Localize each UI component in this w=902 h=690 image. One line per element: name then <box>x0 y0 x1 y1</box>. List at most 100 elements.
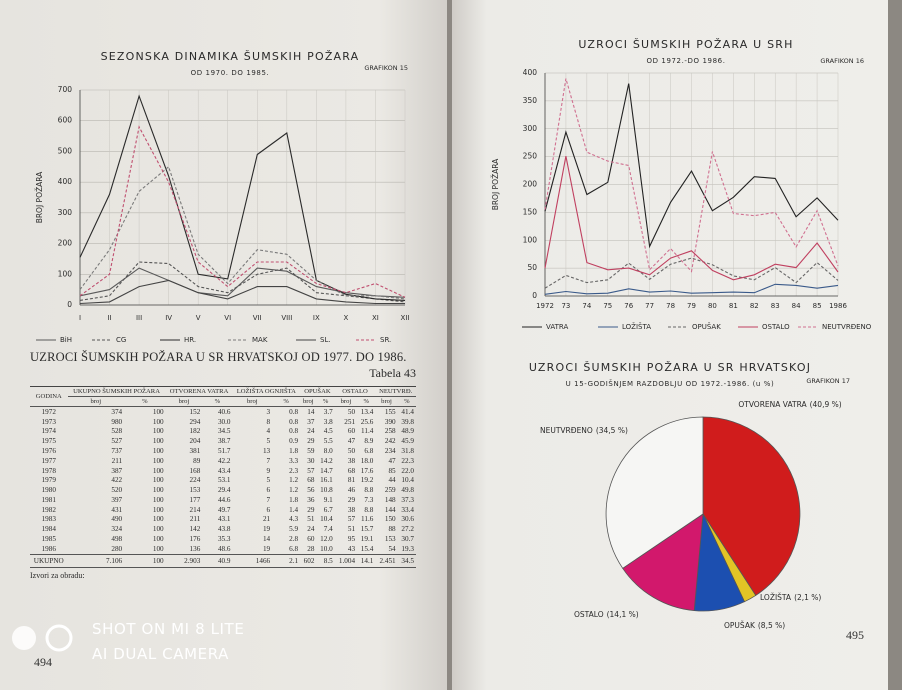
table-cell: 1977 <box>41 456 56 465</box>
series-line <box>79 267 406 298</box>
table-cell: 6.8 <box>289 544 299 553</box>
table-cell: 43.4 <box>217 466 231 475</box>
y-tick-label: 600 <box>58 116 73 125</box>
table-cell: 6 <box>266 505 271 514</box>
table-cell: 8.8 <box>364 505 374 514</box>
table-cell: 182 <box>189 427 201 436</box>
x-tick-label: I <box>79 314 81 322</box>
column-header: OSTALO <box>334 386 376 397</box>
table-cell: 100 <box>152 476 164 485</box>
table-cell: 10.4 <box>320 515 333 524</box>
x-tick-label: 78 <box>666 302 675 310</box>
table-cell: 35.3 <box>217 535 231 544</box>
table-cell: 40.6 <box>217 407 231 416</box>
table-cell: 6 <box>266 486 271 495</box>
table-cell: 1981 <box>41 495 56 504</box>
table-cell: 242 <box>384 437 396 446</box>
y-tick-label: 300 <box>58 208 73 217</box>
table-cell: 150 <box>384 515 396 524</box>
chart-subtitle: OD 1972.-DO 1986. <box>646 57 725 65</box>
table-cell: 19.1 <box>360 535 374 544</box>
table-cell: 1.2 <box>289 486 299 495</box>
table-cell: 7.3 <box>364 495 374 504</box>
x-tick-label: VIII <box>281 314 292 322</box>
table-cell: 47 <box>388 456 396 465</box>
table-cell: 57 <box>347 515 356 524</box>
table-cell: 7 <box>266 495 271 504</box>
table-cell: 22.3 <box>401 456 414 465</box>
series-line <box>544 283 839 295</box>
watermark-text: SHOT ON MI 8 LITE <box>92 620 245 638</box>
y-tick-label: 700 <box>58 85 73 94</box>
table-cell: 390 <box>384 417 396 426</box>
legend-label: NEUTVRĐENO <box>822 323 872 331</box>
page-number: 494 <box>34 655 52 669</box>
series-line <box>79 165 406 300</box>
figure-label: GRAFIKON 16 <box>820 57 864 65</box>
slice-name: OSTALO <box>574 610 604 619</box>
series-line <box>79 279 405 305</box>
column-header: GODINA <box>30 386 68 407</box>
y-tick-label: 150 <box>523 207 538 216</box>
x-tick-label: 1972 <box>536 302 554 310</box>
table-cell: 148 <box>384 495 396 504</box>
table-cell: 100 <box>152 544 164 553</box>
table-cell: 144 <box>384 505 396 514</box>
table-cell: 527 <box>111 437 123 446</box>
table-cell: 0.8 <box>289 427 299 436</box>
table-cell: 1975 <box>41 437 56 446</box>
subheader-row: broj% broj% broj% broj% broj% broj% <box>30 396 416 407</box>
table-cell: 498 <box>111 535 123 544</box>
table-cell: 0.9 <box>289 437 299 446</box>
pie-slice <box>622 513 704 612</box>
series-line <box>544 78 839 273</box>
table-cell: 8.9 <box>364 437 374 446</box>
table-cell: 49.7 <box>217 505 231 514</box>
table-cell: 15.4 <box>360 544 374 553</box>
subheader: % <box>272 396 301 407</box>
table-cell: 10.0 <box>320 544 333 553</box>
subheader: % <box>124 396 166 407</box>
table-cell: 1976 <box>41 447 56 456</box>
table-cell: 100 <box>152 437 164 446</box>
table-cell: 30 <box>307 456 315 465</box>
table-cell: 431 <box>111 505 123 514</box>
total-cell: 34.5 <box>397 553 416 568</box>
table-cell: 38 <box>347 456 356 465</box>
subheader: broj <box>375 396 398 407</box>
table-cell: 3.8 <box>323 417 333 426</box>
table-cell: 1978 <box>41 466 56 475</box>
table-cell: 38.7 <box>217 437 231 446</box>
table-cell: 1980 <box>41 486 56 495</box>
subheader: broj <box>67 396 125 407</box>
column-header: LOŽIŠTA OGNJIŠTA <box>232 386 301 397</box>
table-cell: 211 <box>189 515 201 524</box>
table-cell: 50 <box>347 447 356 456</box>
table-cell: 24 <box>307 427 315 436</box>
table-cell: 100 <box>152 417 164 426</box>
table-cell: 9 <box>266 466 271 475</box>
table-cell: 5 <box>266 476 271 485</box>
series-line <box>79 261 406 303</box>
x-tick-label: II <box>107 314 111 322</box>
y-tick-label: 200 <box>523 180 538 189</box>
table-cell: 48.6 <box>217 544 231 553</box>
y-axis-label: BROJ POŽARA <box>35 171 44 223</box>
table-cell: 1972 <box>41 407 56 416</box>
table-cell: 18.0 <box>360 456 374 465</box>
y-tick-label: 50 <box>527 263 537 272</box>
table-cell: 1.4 <box>289 505 299 514</box>
legend-label: MAK <box>252 336 268 344</box>
table-cell: 3.7 <box>323 407 333 416</box>
table-cell: 8.8 <box>364 486 374 495</box>
table-cell: 51 <box>347 525 356 534</box>
subheader: % <box>202 396 233 407</box>
chart-title: UZROCI ŠUMSKIH POŽARA U SRH <box>578 38 793 51</box>
table-cell: 36 <box>307 495 315 504</box>
table-cell: 204 <box>189 437 201 446</box>
table-cell: 19.2 <box>360 476 374 485</box>
table-cell: 19.3 <box>401 544 414 553</box>
table-cell: 251 <box>344 417 356 426</box>
legend-label: CG <box>116 336 126 344</box>
slice-label: NEUTVRĐENO (34,5 %) <box>540 426 628 435</box>
